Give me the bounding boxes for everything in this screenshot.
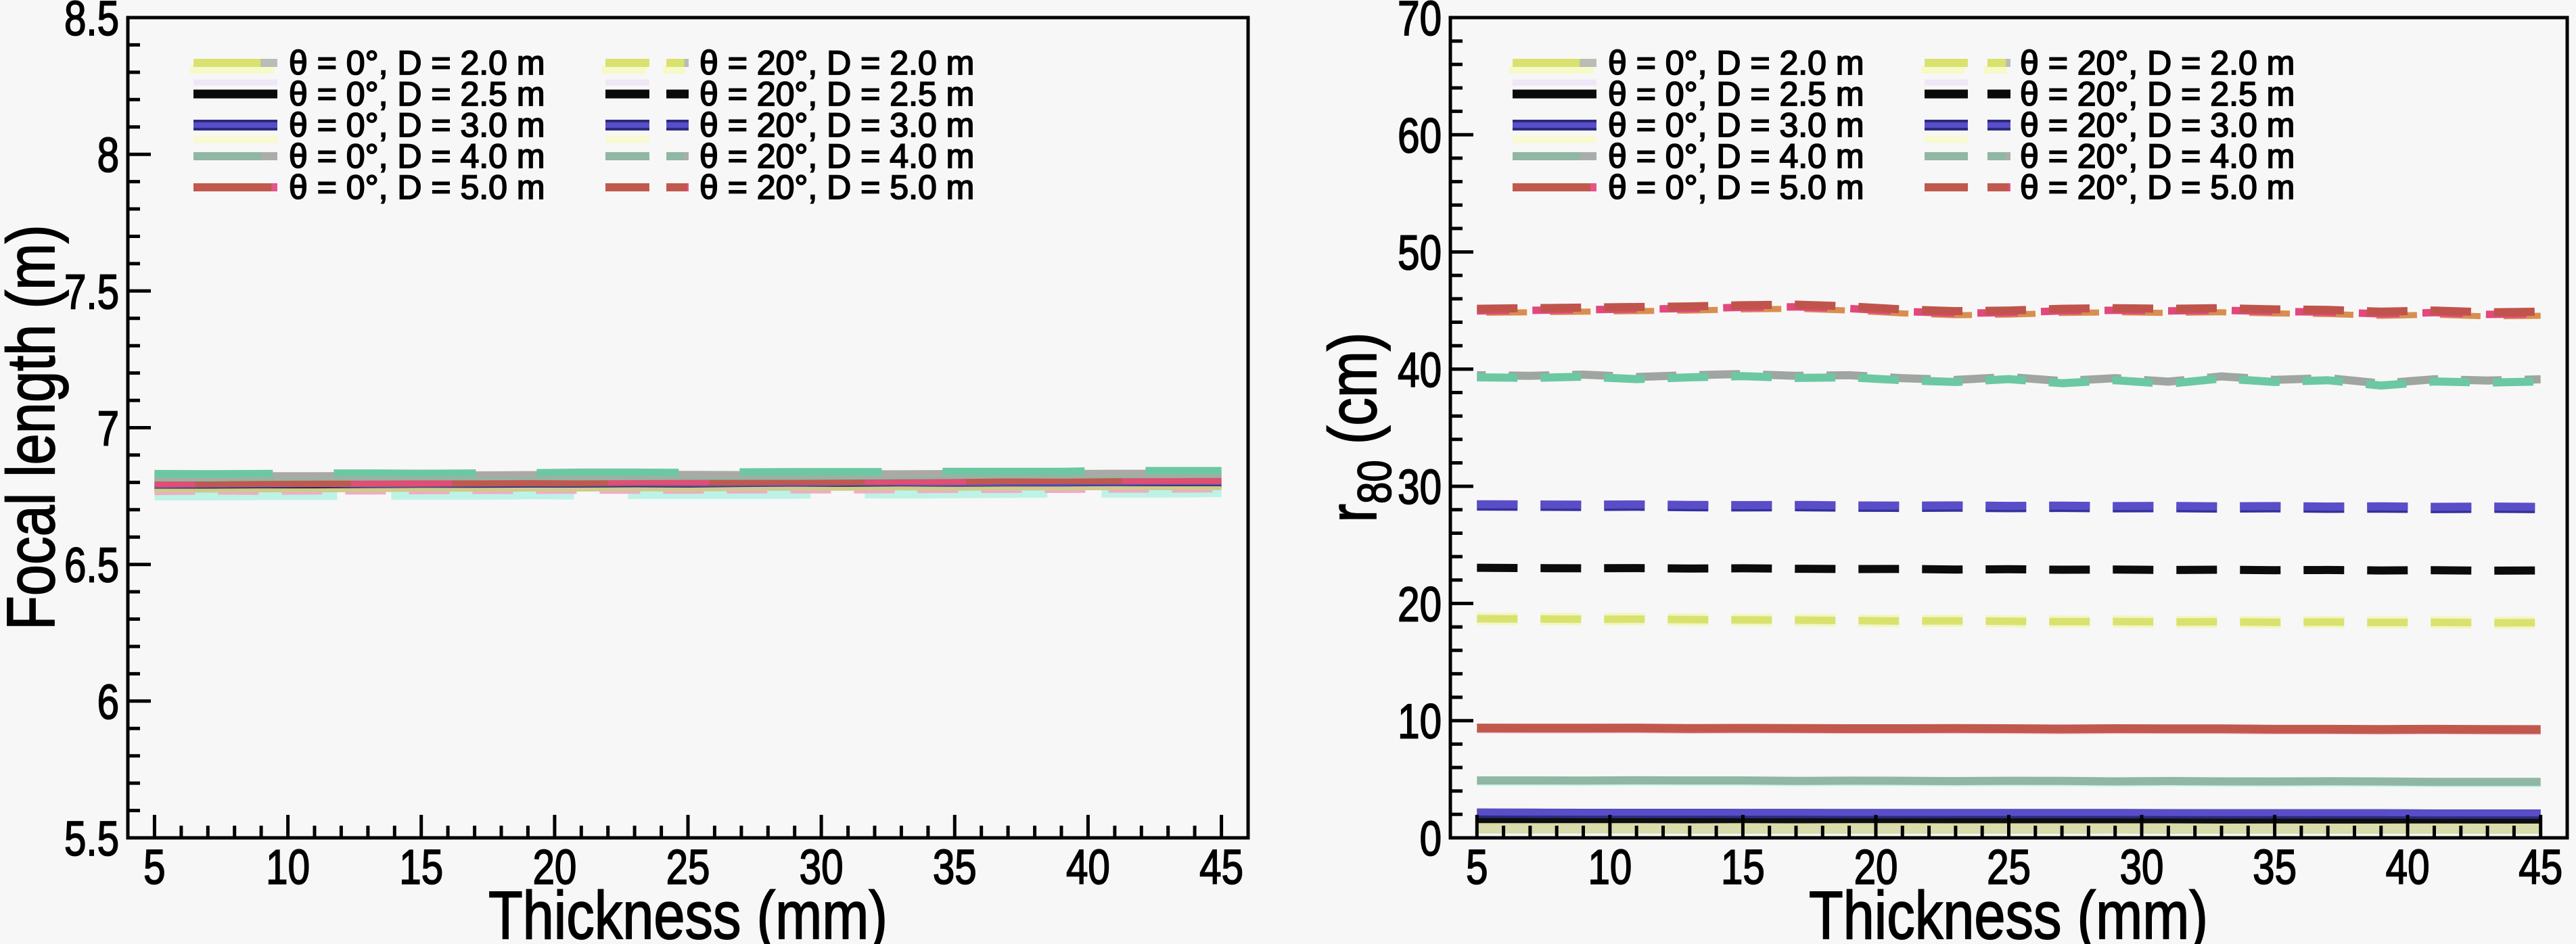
y-axis-title: Focal length (m) — [0, 225, 69, 630]
y-tick-label: 50 — [1398, 226, 1442, 280]
x-axis-title: Thickness (mm) — [488, 878, 888, 944]
x-axis-title: Thickness (mm) — [1809, 878, 2208, 944]
legend-label: θ = 20°, D = 4.0 m — [699, 137, 974, 175]
legend-label: θ = 0°, D = 5.0 m — [289, 168, 545, 206]
series-layer-0 — [154, 467, 1222, 500]
x-tick-label: 20 — [532, 840, 576, 894]
x-tick-label: 25 — [666, 840, 710, 894]
legend-label: θ = 20°, D = 2.5 m — [2020, 75, 2295, 113]
x-tick-label: 5 — [143, 840, 165, 894]
x-tick-label: 10 — [1588, 840, 1632, 894]
panel-0: 5 10 15 20 25 30 35 40 45 5.5 6 6.5 7 7.5 8 8.5 Thicknes… — [0, 0, 1250, 944]
series-1-15 — [1477, 372, 2541, 390]
legend-label: θ = 20°, D = 2.0 m — [699, 44, 974, 82]
series-1-4 — [1477, 808, 2541, 817]
x-tick-label: 15 — [399, 840, 443, 894]
legend-label: θ = 20°, D = 4.0 m — [2020, 137, 2295, 175]
series-1-10 — [1477, 615, 2541, 627]
x-tick-label: 40 — [2386, 840, 2430, 894]
legend-label: θ = 0°, D = 5.0 m — [1608, 168, 1864, 206]
legend-label: θ = 20°, D = 5.0 m — [2020, 168, 2295, 206]
series-1-13 — [1477, 500, 2541, 511]
y-tick-label: 8 — [97, 128, 119, 182]
y-tick-label: 6.5 — [64, 538, 119, 592]
series-1-11 — [1477, 563, 2541, 575]
y-tick-label: 30 — [1398, 460, 1442, 514]
legend-label: θ = 0°, D = 3.0 m — [1608, 106, 1864, 144]
y-tick-label: 10 — [1398, 694, 1442, 749]
series-0-5 — [154, 486, 1222, 493]
legend-label: θ = 0°, D = 2.5 m — [289, 75, 545, 113]
legend-label: θ = 20°, D = 3.0 m — [2020, 106, 2295, 144]
y-axis-title: r80 (cm) — [1316, 332, 1401, 522]
legend-1: θ = 0°, D = 2.0 mθ = 0°, D = 2.5 mθ = 0°… — [1509, 43, 2295, 207]
x-tick-label: 30 — [2120, 840, 2164, 894]
series-1-8 — [1477, 724, 2541, 734]
legend-label: θ = 20°, D = 5.0 m — [699, 168, 974, 206]
series-1-6 — [1477, 776, 2541, 786]
axes-frame-0 — [126, 16, 1250, 840]
series-0-0 — [154, 489, 1222, 500]
x-tick-label: 40 — [1066, 840, 1110, 894]
legend-label: θ = 0°, D = 2.0 m — [1608, 44, 1864, 82]
x-tick-label: 25 — [1987, 840, 2031, 894]
series-0-7 — [154, 476, 1222, 488]
series-0-10 — [154, 467, 1222, 478]
legend-0: θ = 0°, D = 2.0 mθ = 0°, D = 2.5 mθ = 0°… — [190, 43, 975, 207]
panel-1: 5 10 15 20 25 30 35 40 45 0 10 20 30 40 50 60 70 Thicknes… — [1315, 0, 2569, 944]
x-tick-label: 35 — [933, 840, 977, 894]
x-tick-label: 15 — [1721, 840, 1765, 894]
x-tick-label: 10 — [266, 840, 310, 894]
legend-label: θ = 20°, D = 2.5 m — [699, 75, 974, 113]
y-tick-label: 60 — [1398, 108, 1442, 162]
y-tick-label: 7.5 — [64, 264, 119, 318]
series-1-14 — [1477, 370, 2541, 387]
legend-label: θ = 0°, D = 3.0 m — [289, 106, 545, 144]
y-tick-label: 0 — [1420, 811, 1442, 866]
legend-label: θ = 20°, D = 3.0 m — [699, 106, 974, 144]
legend-label: θ = 20°, D = 2.0 m — [2020, 44, 2295, 82]
legend-label: θ = 0°, D = 4.0 m — [289, 137, 545, 175]
series-1-18 — [1477, 300, 2541, 316]
y-tick-label: 8.5 — [64, 0, 119, 45]
y-tick-label: 20 — [1398, 577, 1442, 632]
legend-label: θ = 0°, D = 2.5 m — [1608, 75, 1864, 113]
x-tick-label: 35 — [2253, 840, 2297, 894]
axes-frame-1 — [1448, 16, 2569, 840]
x-tick-label: 5 — [1466, 840, 1488, 894]
x-tick-label: 45 — [2518, 840, 2562, 894]
y-tick-label: 70 — [1398, 0, 1442, 45]
y-tick-label: 5.5 — [64, 811, 119, 866]
x-tick-label: 20 — [1854, 840, 1898, 894]
y-tick-label: 6 — [97, 675, 119, 729]
y-tick-label: 7 — [97, 402, 119, 456]
y-tick-label: 40 — [1398, 343, 1442, 397]
x-tick-label: 45 — [1199, 840, 1243, 894]
x-tick-label: 30 — [800, 840, 844, 894]
legend-label: θ = 0°, D = 2.0 m — [289, 44, 545, 82]
legend-label: θ = 0°, D = 4.0 m — [1608, 137, 1864, 175]
